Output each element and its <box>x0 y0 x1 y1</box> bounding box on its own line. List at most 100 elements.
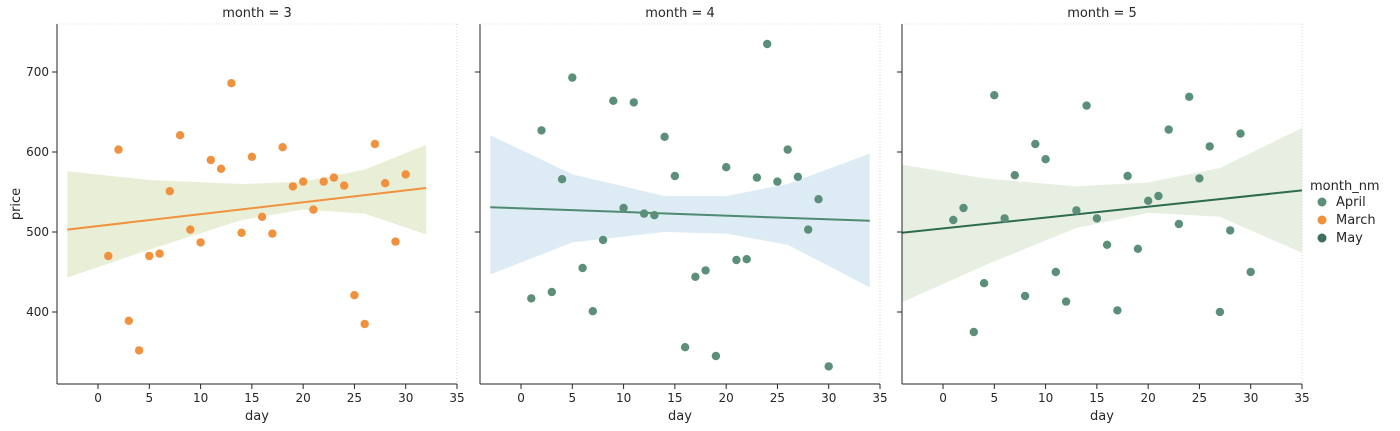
data-point <box>804 225 813 234</box>
regression-line <box>67 187 427 231</box>
data-point <box>990 91 999 100</box>
data-point <box>227 79 236 88</box>
data-point <box>237 228 246 237</box>
data-point <box>680 343 690 352</box>
legend-entry: March <box>1317 213 1376 228</box>
y-tick-label: 600 <box>26 145 49 159</box>
x-tick-label: 10 <box>616 391 631 405</box>
y-tick-label: 400 <box>26 305 49 319</box>
data-point <box>814 195 823 204</box>
data-point <box>165 187 174 196</box>
data-point <box>639 209 649 218</box>
x-tick-label: 0 <box>939 391 947 405</box>
data-point <box>949 215 958 225</box>
data-point <box>752 173 762 182</box>
data-point <box>1020 291 1030 301</box>
facet-panel-2: month = 4 0 5 10 15 20 25 30 35 day <box>475 6 888 424</box>
facet-title: month = 3 <box>222 6 292 21</box>
data-point <box>206 155 215 165</box>
data-point <box>391 237 400 246</box>
data-point <box>598 235 608 245</box>
data-point <box>1072 206 1081 215</box>
data-point <box>257 212 267 221</box>
data-point <box>1195 174 1204 183</box>
data-point <box>1205 142 1214 151</box>
y-tick-label: 700 <box>26 65 49 79</box>
data-point <box>1123 171 1132 181</box>
data-point <box>773 177 782 186</box>
x-tick-label: 20 <box>296 391 311 405</box>
x-tick-label: 10 <box>193 391 208 405</box>
legend-title: month_nm <box>1310 179 1380 194</box>
data-point <box>979 279 989 288</box>
legend-entry: May <box>1317 231 1363 246</box>
data-point <box>537 126 546 135</box>
data-point <box>691 272 700 281</box>
data-point <box>701 266 710 275</box>
data-point <box>216 164 226 173</box>
data-point <box>1010 171 1019 180</box>
data-point <box>381 179 390 188</box>
data-point <box>145 251 154 261</box>
x-tick-label: 20 <box>1141 391 1156 405</box>
x-axis-label: day <box>1090 409 1114 424</box>
data-point <box>578 263 587 273</box>
data-point <box>1164 125 1173 134</box>
x-tick-label: 30 <box>1243 391 1258 405</box>
x-tick-label: 30 <box>821 391 836 405</box>
data-point <box>319 177 328 186</box>
legend-marker <box>1317 233 1327 243</box>
data-point <box>650 211 659 220</box>
confidence-band <box>490 135 870 288</box>
data-point <box>742 255 751 264</box>
facet-panel-3: month = 5 0 5 10 15 20 25 30 35 day <box>897 6 1310 424</box>
data-point <box>1236 129 1245 138</box>
facet-panels: month = 30 5 10 15 20 25 30 35400500600700daypr… <box>9 6 1310 424</box>
x-tick-label: 20 <box>719 391 734 405</box>
data-point <box>278 143 287 152</box>
regression-line <box>490 206 870 222</box>
legend-label: March <box>1336 213 1376 228</box>
data-point <box>1226 226 1235 235</box>
data-point <box>1154 191 1163 201</box>
x-axis-label: day <box>668 409 692 424</box>
legend-label: May <box>1336 231 1363 246</box>
data-point <box>1144 196 1153 205</box>
data-point <box>299 177 308 186</box>
x-tick-label: 0 <box>94 391 102 405</box>
confidence-band <box>902 128 1302 303</box>
legend-entry: April <box>1317 195 1366 210</box>
data-point <box>793 172 803 181</box>
x-tick-label: 15 <box>244 391 259 405</box>
data-point <box>1051 267 1061 277</box>
data-point <box>959 203 968 213</box>
legend-entries: April March May <box>1317 195 1376 246</box>
data-point <box>175 131 185 140</box>
x-axis-label: day <box>245 409 269 424</box>
data-point <box>104 251 113 261</box>
data-point <box>114 145 123 154</box>
data-point <box>1041 155 1050 164</box>
data-point <box>722 163 731 172</box>
data-point <box>1061 297 1071 306</box>
data-point <box>401 170 410 179</box>
data-point <box>568 73 577 82</box>
x-tick-label: 35 <box>872 391 887 405</box>
y-axis-label: price <box>9 188 24 220</box>
x-tick-label: 5 <box>990 391 998 405</box>
data-point <box>732 255 741 265</box>
data-point <box>155 249 164 258</box>
regression-line <box>901 189 1303 234</box>
x-tick-label: 5 <box>568 391 576 405</box>
facet-title: month = 5 <box>1067 6 1137 21</box>
data-point <box>588 307 597 316</box>
data-point <box>186 225 195 234</box>
x-tick-label: 0 <box>517 391 525 405</box>
legend-marker <box>1317 215 1327 225</box>
data-point <box>557 175 567 184</box>
data-point <box>547 287 556 297</box>
confidence-band <box>67 144 427 278</box>
data-point <box>288 182 298 191</box>
legend: month_nm April March May <box>1310 179 1380 246</box>
